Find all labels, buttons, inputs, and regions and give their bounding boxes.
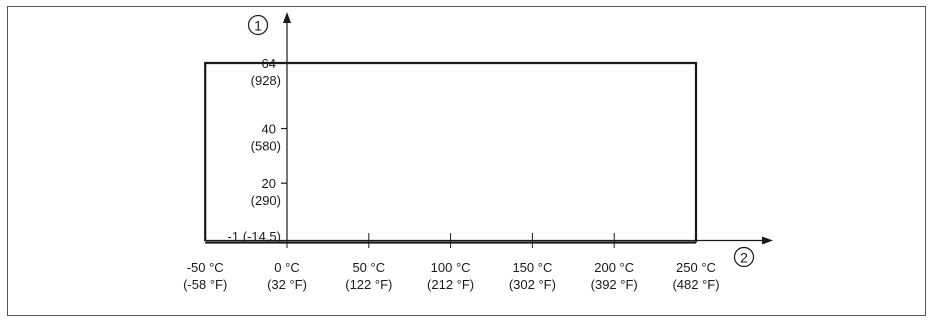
x-tick-sublabel: (-58 °F) xyxy=(183,277,227,292)
x-axis-marker: 2 xyxy=(733,246,755,268)
axes xyxy=(204,12,773,245)
y-tick-label: 64 xyxy=(262,56,276,71)
x-tick-label: 150 °C xyxy=(512,260,552,275)
x-tick-sublabel: (302 °F) xyxy=(509,277,556,292)
x-tick-label: 100 °C xyxy=(431,260,471,275)
y-axis-marker-circle xyxy=(247,14,269,36)
x-tick-label: 50 °C xyxy=(352,260,385,275)
y-tick-sublabel: (928) xyxy=(251,73,281,88)
y-tick-label: 20 xyxy=(262,176,276,191)
x-tick-sublabel: (212 °F) xyxy=(427,277,474,292)
ticks-layer: -50 °C (-58 °F) 0 °C (32 °F) 50 °C (122 °F) 10… xyxy=(183,56,719,292)
y-tick-sublabel: (290) xyxy=(251,193,281,208)
x-tick-sublabel: (122 °F) xyxy=(345,277,392,292)
y-tick-label: -1 (-14,5) xyxy=(228,229,281,244)
x-tick-label: 0 °C xyxy=(274,260,299,275)
x-tick-label: 250 °C xyxy=(676,260,716,275)
x-tick-sublabel: (482 °F) xyxy=(672,277,719,292)
y-axis-marker-label: 1 xyxy=(254,18,262,34)
y-tick-sublabel: (580) xyxy=(251,139,281,154)
figure-frame xyxy=(7,6,926,316)
x-tick-sublabel: (32 °F) xyxy=(267,277,307,292)
x-tick-sublabel: (392 °F) xyxy=(591,277,638,292)
x-axis-arrowhead xyxy=(762,236,773,245)
operating-envelope xyxy=(204,61,698,243)
x-axis-marker-circle xyxy=(733,246,755,268)
y-axis-marker: 1 xyxy=(247,14,269,36)
x-tick-label: -50 °C xyxy=(187,260,224,275)
x-axis-marker-label: 2 xyxy=(740,250,748,266)
y-axis-arrowhead xyxy=(283,12,291,23)
y-tick-label: 40 xyxy=(262,122,276,137)
x-tick-label: 200 °C xyxy=(594,260,634,275)
